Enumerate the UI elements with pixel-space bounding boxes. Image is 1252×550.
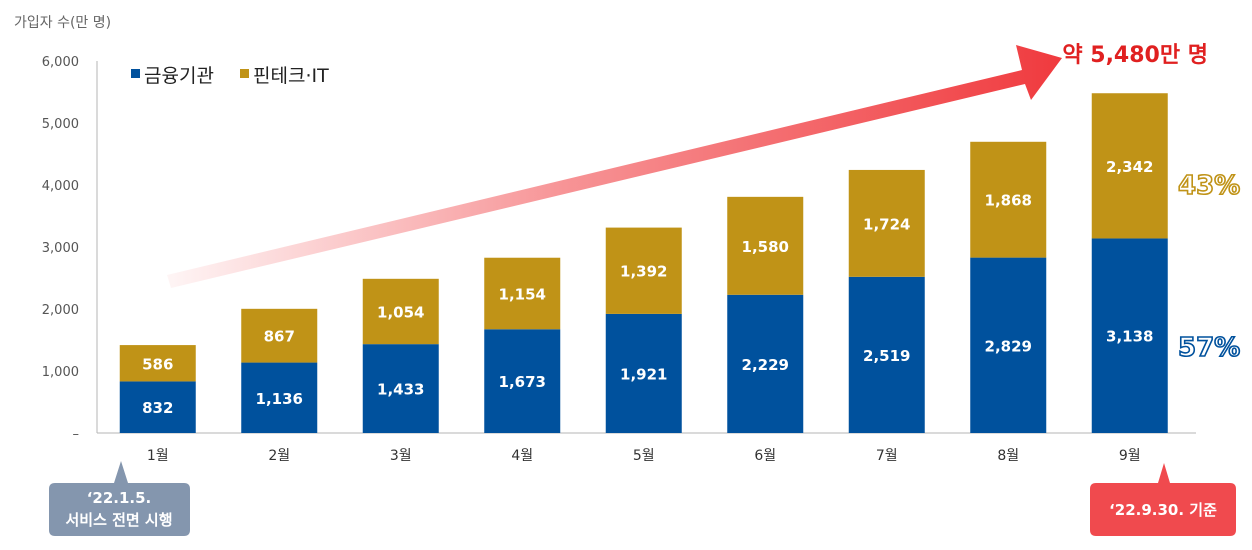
bar-financial — [605, 313, 682, 433]
legend: 금융기관 핀테크·IT — [131, 65, 329, 87]
end-callout: ‘22.9.30. 기준 — [1090, 463, 1236, 536]
legend-swatch-fintech — [240, 69, 249, 78]
bar-label-fintech: 1,154 — [499, 286, 546, 304]
x-tick-label: 1월 — [147, 448, 169, 464]
bar-financial — [1091, 238, 1168, 433]
x-tick-label: 6월 — [754, 448, 776, 464]
financial-share-label: 57% — [1178, 333, 1240, 363]
x-tick-label: 9월 — [1119, 448, 1141, 464]
bar-financial — [848, 276, 925, 433]
bar-label-fintech: 1,054 — [377, 303, 424, 321]
y-axis-ticks: – 1,000 2,000 3,000 4,000 5,000 6,000 — [42, 55, 79, 442]
x-tick-label: 4월 — [511, 448, 533, 464]
bar-label-financial: 1,136 — [256, 390, 303, 408]
x-tick-label: 8월 — [997, 448, 1019, 464]
bar-fintech — [970, 141, 1047, 258]
bar-label-financial: 2,519 — [863, 347, 910, 365]
bar-financial — [727, 294, 804, 433]
total-annotation: 약 5,480만 명 — [1062, 43, 1208, 68]
start-callout: ‘22.1.5. 서비스 전면 시행 — [49, 461, 190, 536]
bar-fintech — [241, 308, 318, 363]
x-tick-label: 3월 — [390, 448, 412, 464]
bar-label-financial: 2,829 — [985, 337, 1032, 355]
legend-label-financial: 금융기관 — [144, 65, 214, 87]
y-tick-label: – — [73, 427, 80, 442]
y-tick-label: 6,000 — [42, 55, 79, 70]
x-tick-label: 7월 — [876, 448, 898, 464]
y-tick-label: 4,000 — [42, 179, 79, 194]
bar-fintech — [119, 345, 196, 382]
y-tick-label: 5,000 — [42, 117, 79, 132]
bar-financial — [119, 381, 196, 433]
bar-label-fintech: 867 — [264, 328, 295, 346]
x-tick-label: 2월 — [268, 448, 290, 464]
bar-financial — [970, 257, 1047, 433]
bar-label-financial: 1,433 — [377, 381, 424, 399]
bar-fintech — [848, 169, 925, 277]
bars: 832 586 1,136 867 1,433 1,054 1,673 1,154 1,921 1… — [119, 93, 1168, 433]
bar-financial — [484, 329, 561, 433]
start-callout-date: ‘22.1.5. — [87, 489, 152, 507]
bar-label-fintech: 1,580 — [742, 238, 789, 256]
x-tick-label: 5월 — [633, 448, 655, 464]
bar-fintech — [727, 196, 804, 295]
bar-fintech — [605, 227, 682, 314]
bar-label-financial: 832 — [142, 399, 173, 417]
y-tick-label: 2,000 — [42, 303, 79, 318]
bar-label-financial: 1,921 — [620, 365, 667, 383]
x-axis-ticks: 1월 2월 3월 4월 5월 6월 7월 8월 9월 — [147, 448, 1141, 464]
bar-fintech — [362, 278, 439, 345]
bar-label-financial: 1,673 — [499, 373, 546, 391]
end-callout-text: ‘22.9.30. 기준 — [1109, 501, 1217, 519]
y-axis-title: 가입자 수(만 명) — [14, 15, 111, 31]
fintech-share-label: 43% — [1178, 171, 1240, 201]
bar-fintech — [1091, 93, 1168, 239]
bar-financial — [362, 344, 439, 433]
growth-arrow — [167, 45, 1062, 288]
bar-label-fintech: 2,342 — [1106, 158, 1153, 176]
bar-label-financial: 2,229 — [742, 356, 789, 374]
y-tick-label: 1,000 — [42, 365, 79, 380]
bar-label-fintech: 1,868 — [985, 192, 1032, 210]
bar-financial — [241, 362, 318, 433]
bar-fintech — [484, 257, 561, 330]
bar-label-fintech: 1,724 — [863, 215, 910, 233]
end-callout-bubble — [1090, 463, 1236, 536]
legend-label-fintech: 핀테크·IT — [253, 65, 329, 87]
y-tick-label: 3,000 — [42, 241, 79, 256]
start-callout-bubble — [49, 461, 190, 536]
bar-label-fintech: 586 — [142, 355, 173, 373]
legend-swatch-financial — [131, 69, 140, 78]
bar-label-fintech: 1,392 — [620, 263, 667, 281]
start-callout-text: 서비스 전면 시행 — [65, 511, 172, 529]
bar-label-financial: 3,138 — [1106, 328, 1153, 346]
